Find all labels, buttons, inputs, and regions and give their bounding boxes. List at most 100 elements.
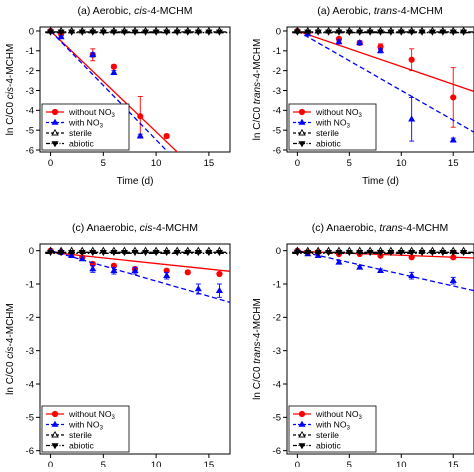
x-axis-label: Time (d)	[117, 176, 154, 187]
data-point	[142, 29, 150, 36]
data-point	[387, 250, 395, 257]
series-with-no3	[293, 246, 474, 292]
data-point	[449, 276, 457, 283]
data-point	[356, 263, 364, 270]
data-point	[293, 29, 301, 36]
data-point	[439, 29, 447, 36]
x-tick-label: 10	[151, 460, 162, 467]
y-tick-label: -1	[26, 46, 34, 57]
data-point	[293, 250, 301, 257]
data-point	[356, 29, 364, 36]
x-tick-label: 15	[448, 460, 459, 467]
y-tick-label: -2	[273, 66, 281, 77]
legend-label: abiotic	[69, 441, 95, 451]
y-axis-label-italic: trans	[252, 82, 263, 104]
y-axis-label-italic: trans	[252, 341, 263, 363]
y-tick-label: 0	[29, 26, 34, 37]
y-tick-label: -4	[273, 106, 281, 117]
data-point	[314, 250, 322, 257]
legend-label: abiotic	[69, 139, 95, 149]
data-point	[173, 29, 181, 36]
y-axis-label-suffix: -4-MCHM	[252, 39, 263, 82]
data-point	[387, 29, 395, 36]
legend-label-sub: 3	[347, 426, 351, 432]
series-without-no3	[47, 247, 230, 278]
legend-label: sterile	[316, 128, 339, 138]
data-point	[418, 250, 426, 257]
x-tick-label: 10	[151, 158, 162, 169]
chart-title: (c) Anaerobic, trans-4-MCHM	[312, 222, 449, 234]
legend-label-text: with NO	[315, 118, 347, 128]
y-axis-label: ln C/C0 trans-4-MCHM	[252, 298, 263, 400]
data-point	[460, 29, 468, 36]
legend-label-sub: 3	[359, 113, 363, 119]
data-point	[47, 29, 55, 36]
legend-marker	[51, 420, 59, 427]
legend-label-sub: 3	[359, 415, 363, 421]
legend-marker	[51, 128, 59, 136]
legend-label: sterile	[69, 430, 92, 440]
data-point	[120, 29, 128, 36]
x-axis-label: Time (d)	[362, 176, 399, 187]
legend-label-text: with NO	[68, 118, 100, 128]
data-point	[136, 132, 144, 139]
plot-frame	[39, 243, 231, 455]
data-point	[57, 250, 65, 257]
data-point	[131, 250, 139, 257]
y-axis-label-italic: cis	[5, 87, 16, 99]
data-point	[314, 29, 322, 36]
legend-label-sub: 3	[112, 113, 116, 119]
y-tick-label: -6	[273, 145, 281, 156]
data-point	[345, 250, 353, 257]
y-tick-label: -3	[273, 86, 281, 97]
plot-area	[292, 27, 474, 143]
legend-label-sub: 3	[112, 415, 116, 421]
fit-line	[50, 30, 179, 152]
data-point	[89, 29, 97, 36]
data-point	[68, 250, 76, 257]
y-tick-label: -2	[273, 313, 281, 324]
data-point	[335, 29, 343, 36]
y-axis-label-suffix: -4-MCHM	[252, 298, 263, 341]
data-point	[89, 250, 97, 257]
chart-title-suffix: -4-MCHM	[153, 222, 199, 234]
data-point	[152, 250, 160, 257]
y-tick-label: -2	[26, 313, 34, 324]
data-point	[304, 29, 312, 36]
data-point	[397, 29, 405, 36]
data-point	[57, 33, 65, 40]
legend-label: without NO3	[315, 409, 363, 421]
y-tick-label: -5	[26, 413, 34, 424]
x-tick-label: 10	[396, 460, 407, 467]
data-point	[89, 50, 97, 58]
data-point	[335, 250, 343, 257]
legend-marker	[51, 108, 59, 116]
legend-marker	[51, 410, 59, 418]
data-point	[205, 29, 213, 36]
legend-label-sub: 3	[100, 124, 104, 130]
data-point	[408, 250, 416, 257]
series-abiotic	[292, 250, 474, 257]
fit-line	[297, 30, 474, 93]
y-axis-label: ln C/C0 cis-4-MCHM	[5, 303, 16, 395]
data-point	[325, 250, 333, 257]
legend-label-text: without NO	[315, 409, 359, 419]
data-point	[99, 250, 107, 257]
data-point	[47, 250, 55, 257]
y-tick-label: -5	[26, 125, 34, 136]
data-point	[408, 115, 416, 122]
y-tick-label: -1	[273, 46, 281, 57]
data-point	[184, 269, 191, 276]
y-axis-label-prefix: ln C/C0	[5, 99, 16, 135]
data-point	[335, 258, 343, 265]
legend-marker	[51, 118, 59, 125]
data-point	[194, 285, 202, 292]
y-tick-label: -5	[273, 125, 281, 136]
data-point	[163, 133, 170, 140]
y-axis-label-prefix: ln C/C0	[5, 359, 16, 395]
